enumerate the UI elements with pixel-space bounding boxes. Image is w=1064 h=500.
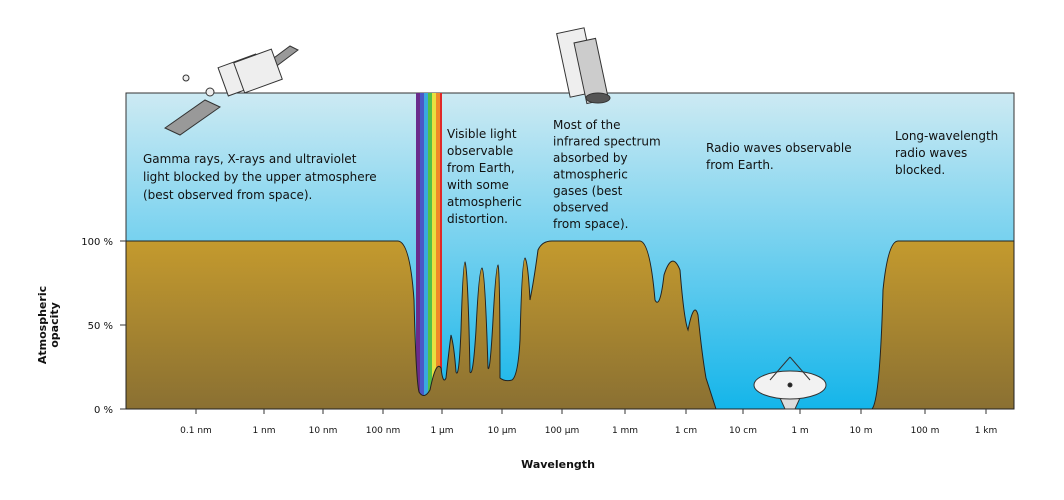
x-tick-label: 100 µm	[545, 426, 580, 436]
visible-spectrum	[416, 93, 442, 409]
annotation-line: radio waves	[895, 146, 967, 160]
opacity-area	[125, 240, 1015, 410]
annotation-line: observed	[553, 201, 609, 215]
annotation-line: atmospheric	[553, 168, 628, 182]
annotation-line: Radio waves observable	[706, 141, 852, 155]
annotation-line: from space).	[553, 217, 628, 231]
annotation-line: with some	[447, 178, 509, 192]
x-tick-label: 10 cm	[729, 426, 757, 436]
y-axis-title: Atmospheric	[36, 286, 49, 364]
annotation-line: infrared spectrum	[553, 135, 661, 149]
annotation-line: atmospheric	[447, 195, 522, 209]
x-tick-label: 10 µm	[488, 426, 517, 436]
annotation-line: observable	[447, 144, 513, 158]
annotation-line: Visible light	[447, 127, 517, 141]
x-tick-label: 1 µm	[430, 426, 453, 436]
x-tick-label: 1 m	[791, 426, 808, 436]
x-tick-label: 100 nm	[366, 426, 401, 436]
x-ticks	[195, 409, 987, 414]
y-axis-title: opacity	[48, 302, 61, 348]
x-tick-label: 10 nm	[309, 426, 338, 436]
y-tick-label: 50 %	[88, 321, 113, 332]
annotation-line: Most of the	[553, 118, 621, 132]
annotation-line: from Earth,	[447, 161, 515, 175]
annotation-line: light blocked by the upper atmosphere	[143, 170, 377, 184]
dish-icon	[753, 356, 827, 410]
annotation-line: from Earth.	[706, 158, 774, 172]
x-tick-label: 1 cm	[675, 426, 697, 436]
x-tick-label: 1 mm	[612, 426, 638, 436]
annotation-line: absorbed by	[553, 151, 628, 165]
y-tick-label: 100 %	[81, 237, 113, 248]
annotation-line: distortion.	[447, 212, 508, 226]
x-tick-label: 0.1 nm	[180, 426, 212, 436]
telescope-icon	[556, 27, 611, 105]
annotation-line: Gamma rays, X-rays and ultraviolet	[143, 152, 357, 166]
x-tick-label: 10 m	[849, 426, 872, 436]
annotation-line: Long-wavelength	[895, 129, 998, 143]
annotation-line: gases (best	[553, 184, 623, 198]
annotation-line: (best observed from space).	[143, 188, 312, 202]
satellite-icon	[164, 45, 299, 136]
x-tick-label: 100 m	[911, 426, 940, 436]
x-tick-label: 1 nm	[252, 426, 275, 436]
x-axis-title: Wavelength	[521, 458, 595, 471]
y-tick-label: 0 %	[94, 405, 113, 416]
y-axis	[120, 240, 126, 410]
x-tick-label: 1 km	[975, 426, 998, 436]
annotation-line: blocked.	[895, 163, 945, 177]
